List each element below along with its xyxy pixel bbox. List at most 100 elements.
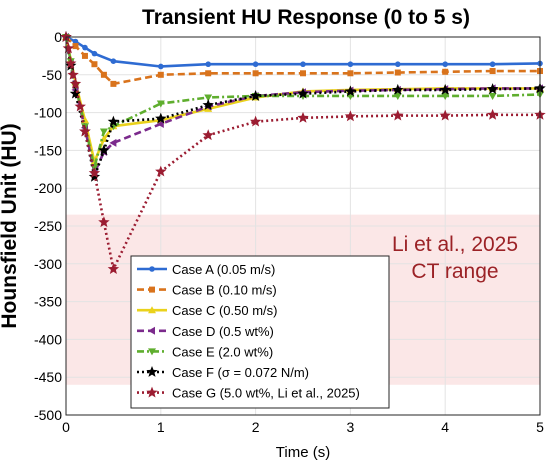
y-tick-label: -500 xyxy=(34,407,62,423)
series-point xyxy=(109,138,117,147)
series-point xyxy=(69,87,82,99)
y-tick-label: 0 xyxy=(54,29,62,45)
series-point xyxy=(392,109,404,121)
series-point xyxy=(486,108,499,120)
series-point xyxy=(442,61,449,68)
legend-marker xyxy=(146,386,158,398)
series-a xyxy=(63,34,543,70)
series-point xyxy=(439,109,451,121)
chart-title: Transient HU Response (0 to 5 s) xyxy=(142,6,470,29)
annotation-line-1: Li et al., 2025 xyxy=(392,233,518,256)
y-tick-label: -400 xyxy=(34,331,62,347)
series-point xyxy=(72,43,79,50)
series-point xyxy=(344,85,357,97)
legend-entry: Case G (5.0 wt%, Li et al., 2025) xyxy=(172,386,360,401)
y-tick-label: -250 xyxy=(34,218,62,234)
series-point xyxy=(79,125,91,137)
series-point xyxy=(88,167,101,178)
legend-marker xyxy=(148,306,156,314)
series-point xyxy=(100,71,107,78)
y-tick-label: -300 xyxy=(34,256,62,272)
series-point xyxy=(489,68,496,75)
series-point xyxy=(91,50,98,57)
legend-entry: Case F (σ = 0.072 N/m) xyxy=(172,365,309,380)
series-point xyxy=(300,70,306,77)
series-point xyxy=(439,83,451,95)
series-point xyxy=(74,100,86,112)
series-point xyxy=(107,115,120,127)
series-point xyxy=(486,83,499,95)
series-point xyxy=(88,170,101,182)
legend-entry: Case B (0.10 m/s) xyxy=(172,283,277,298)
series-point xyxy=(344,110,357,122)
series-point xyxy=(442,68,449,75)
series-point xyxy=(202,99,214,110)
series-point xyxy=(205,61,211,68)
series-point xyxy=(249,115,262,127)
x-tick-label: 0 xyxy=(62,419,70,435)
series-point xyxy=(69,77,82,89)
series-point xyxy=(157,71,164,78)
series-point xyxy=(155,112,167,124)
legend-entry: Case E (2.0 wt%) xyxy=(172,344,273,359)
x-tick-label: 3 xyxy=(347,419,355,435)
y-tick-label: -150 xyxy=(34,142,62,158)
series-point xyxy=(62,42,75,54)
legend-entry: Case C (0.50 m/s) xyxy=(172,303,277,318)
y-tick-label: -450 xyxy=(34,369,62,385)
series-point xyxy=(297,87,309,99)
series-point xyxy=(110,80,117,87)
series-point xyxy=(67,68,79,80)
plot-frame xyxy=(65,36,541,416)
x-tick-label: 2 xyxy=(252,419,260,435)
x-tick-label: 4 xyxy=(441,419,449,435)
series-point xyxy=(252,70,259,77)
legend-marker xyxy=(148,326,155,335)
series-point xyxy=(98,144,110,156)
series-point xyxy=(347,70,354,77)
legend-box xyxy=(130,255,390,409)
x-tick-label: 5 xyxy=(536,419,544,435)
series-point xyxy=(347,61,354,68)
series-layer xyxy=(60,31,546,274)
series-point xyxy=(60,31,72,42)
series-point xyxy=(158,63,164,70)
series-point xyxy=(156,100,165,108)
series-point xyxy=(392,83,404,95)
x-axis-label: Time (s) xyxy=(276,444,330,461)
series-point xyxy=(72,38,79,45)
series-point xyxy=(249,89,262,101)
legend-entry: Case D (0.5 wt%) xyxy=(172,324,274,339)
series-point xyxy=(300,61,306,68)
y-tick-label: -50 xyxy=(42,67,62,83)
series-point xyxy=(110,58,117,64)
y-tick-label: -200 xyxy=(34,180,62,196)
series-point xyxy=(252,61,259,68)
legend-marker xyxy=(148,348,156,356)
legend: Case A (0.05 m/s) Case B (0.10 m/s) Case C… xyxy=(130,255,390,409)
series-point xyxy=(297,111,309,123)
legend-marker xyxy=(146,366,158,377)
series-point xyxy=(107,263,120,274)
y-tick-label: -350 xyxy=(34,294,62,310)
series-point xyxy=(91,61,98,68)
series-point xyxy=(155,165,167,177)
series-point xyxy=(202,129,214,141)
tick-layer: 0 1 2 3 4 5 0 -50 -100 -150 -200 -250 -300 -350 -400 -4… xyxy=(34,29,544,435)
x-tick-label: 1 xyxy=(157,419,165,435)
series-point xyxy=(441,92,450,100)
y-axis-label: Hounsfield Unit (HU) xyxy=(0,123,21,328)
series-point xyxy=(394,69,401,76)
legend-marker xyxy=(149,286,155,293)
series-point xyxy=(488,92,497,100)
legend-entry: Case A (0.05 m/s) xyxy=(172,262,275,277)
series-g xyxy=(60,31,546,274)
series-point xyxy=(99,128,108,136)
series-point xyxy=(65,57,77,69)
series-point xyxy=(393,92,402,100)
y-tick-label: -100 xyxy=(34,105,62,121)
series-point xyxy=(81,52,88,59)
annotation-line-2: CT range xyxy=(411,260,498,283)
series-point xyxy=(205,70,212,77)
